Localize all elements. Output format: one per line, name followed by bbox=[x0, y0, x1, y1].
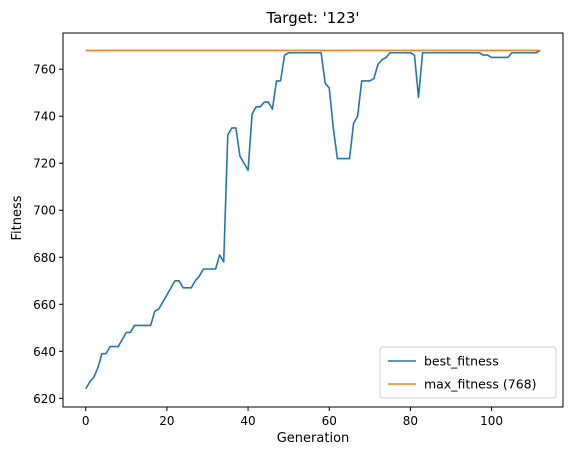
series-line-1 bbox=[85, 49, 541, 390]
y-tick-label: 680 bbox=[33, 251, 56, 265]
plot-frame bbox=[62, 32, 564, 408]
x-tick-label: 80 bbox=[403, 414, 418, 428]
legend: best_fitness max_fitness (768) bbox=[379, 346, 557, 399]
legend-label-1: best_fitness bbox=[424, 354, 499, 369]
chart-title: Target: '123' bbox=[265, 9, 359, 27]
x-tick-label: 0 bbox=[82, 414, 90, 428]
y-axis-label: Fitness bbox=[10, 195, 25, 240]
x-tick-label: 60 bbox=[322, 414, 337, 428]
legend-box bbox=[379, 346, 557, 399]
y-tick-label: 660 bbox=[33, 298, 56, 312]
y-tick-label: 620 bbox=[33, 392, 56, 406]
x-tick-label: 40 bbox=[240, 414, 255, 428]
y-tick-label: 740 bbox=[33, 110, 56, 124]
legend-label-2: max_fitness (768) bbox=[424, 377, 536, 392]
x-tick-label: 20 bbox=[159, 414, 174, 428]
x-axis-label: Generation bbox=[277, 431, 350, 446]
y-tick-label: 640 bbox=[33, 345, 56, 359]
y-tick-label: 720 bbox=[33, 157, 56, 171]
plot-area bbox=[85, 49, 541, 390]
axes: 0 20 40 60 80 100 620 640 660 680 700 720 740 760 bbox=[33, 32, 564, 428]
y-tick-label: 760 bbox=[33, 63, 56, 77]
y-tick-label: 700 bbox=[33, 204, 56, 218]
x-tick-label: 100 bbox=[480, 414, 503, 428]
